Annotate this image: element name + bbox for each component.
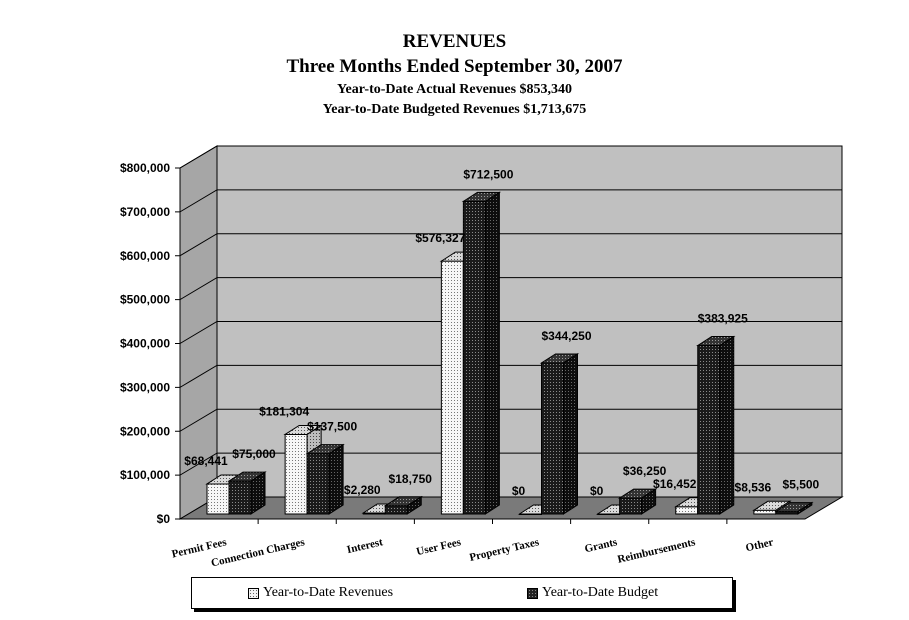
bar-side-face <box>328 443 344 515</box>
category-label: Reimbursements <box>616 536 697 566</box>
gridline <box>179 452 842 476</box>
bar-front-face <box>697 345 721 515</box>
bar-side-face <box>484 191 500 515</box>
category-label: Property Taxes <box>468 536 541 564</box>
gridline <box>179 408 842 432</box>
y-tick-label: $100,000 <box>120 468 170 482</box>
data-label: $712,500 <box>463 167 513 181</box>
gridline <box>179 277 842 301</box>
category-label: Interest <box>346 536 385 556</box>
bar-year-to-date-budget-3 <box>461 191 502 515</box>
data-label: $36,250 <box>623 464 667 478</box>
legend-swatch-revenues <box>248 587 259 599</box>
data-label: $68,441 <box>184 454 228 468</box>
y-tick-label: $400,000 <box>120 337 170 351</box>
bar-front-face <box>675 506 699 515</box>
bar-year-to-date-budget-1 <box>305 443 345 515</box>
bar-side-face <box>250 471 266 515</box>
gridline <box>179 321 842 344</box>
bar-front-face <box>753 509 777 515</box>
data-label: $2,280 <box>344 483 381 497</box>
y-tick-label: $700,000 <box>120 205 170 219</box>
y-tick-label: $200,000 <box>120 424 170 438</box>
gridline <box>179 189 842 213</box>
gridline <box>179 233 842 257</box>
data-label: $18,750 <box>389 472 433 486</box>
y-tick-label: $800,000 <box>120 161 170 175</box>
data-label: $0 <box>512 484 526 498</box>
note-budgeted-revenues: Year-to-Date Budgeted Revenues $1,713,67… <box>322 102 587 117</box>
bar-side-face <box>719 335 735 515</box>
data-label: $383,925 <box>698 312 748 326</box>
bar-front-face <box>541 362 564 515</box>
data-label: $8,536 <box>735 480 772 494</box>
y-tick-label: $500,000 <box>120 293 170 307</box>
category-label: Other <box>745 536 775 554</box>
bar-front-face <box>384 505 408 515</box>
y-tick-label: $0 <box>157 512 171 526</box>
legend-label-budget: Year-to-Date Budget <box>542 585 659 600</box>
bar-side-face <box>563 353 578 515</box>
bar-year-to-date-budget-2 <box>383 495 423 515</box>
data-label: $16,452 <box>653 477 697 491</box>
chart-title: REVENUES <box>402 31 507 52</box>
bar-side-face <box>641 488 657 515</box>
category-label: User Fees <box>415 536 463 558</box>
legend-swatch-budget <box>527 587 538 599</box>
bar-front-face <box>306 453 330 515</box>
category-label: Grants <box>584 536 620 555</box>
y-tick-label: $300,000 <box>120 380 170 394</box>
data-label: $344,250 <box>541 329 591 343</box>
bar-front-face <box>206 483 230 515</box>
data-label: $0 <box>590 484 604 498</box>
gridline <box>179 364 842 388</box>
chart-subtitle: Three Months Ended September 30, 2007 <box>286 56 623 77</box>
data-label: $5,500 <box>783 478 820 492</box>
chart-legend: Year-to-Date Revenues Year-to-Date Budge… <box>191 577 733 609</box>
legend-item-revenues: Year-to-Date Revenues <box>248 585 393 601</box>
data-label: $181,304 <box>259 404 309 418</box>
bar-year-to-date-budget-6 <box>696 335 736 515</box>
bar-side-face <box>797 501 813 515</box>
gridline <box>179 145 842 169</box>
bar-front-face <box>440 260 464 515</box>
note-actual-revenues: Year-to-Date Actual Revenues $853,340 <box>336 82 573 97</box>
bar-front-face <box>619 497 643 515</box>
data-label: $137,500 <box>307 420 357 434</box>
bar-front-face <box>462 200 486 515</box>
y-tick-label: $600,000 <box>120 249 170 263</box>
data-label: $576,327 <box>415 231 465 245</box>
bar-side-face <box>406 495 422 515</box>
floor <box>178 496 844 520</box>
bar-year-to-date-budget-7 <box>774 501 814 515</box>
bar-year-to-date-budget-5 <box>617 488 658 515</box>
legend-label-revenues: Year-to-Date Revenues <box>263 585 394 600</box>
legend-item-budget: Year-to-Date Budget <box>527 585 658 601</box>
bar-year-to-date-budget-4 <box>539 353 580 515</box>
bar-front-face <box>228 480 252 515</box>
bar-front-face <box>284 433 308 515</box>
data-label: $75,000 <box>232 447 276 461</box>
bar-year-to-date-budget-0 <box>227 471 267 515</box>
